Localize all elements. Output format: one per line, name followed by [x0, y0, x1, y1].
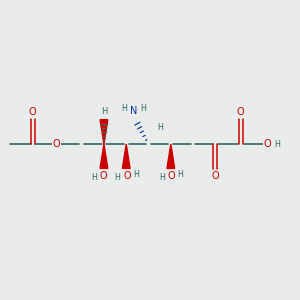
Text: O: O	[168, 172, 175, 182]
Polygon shape	[100, 120, 108, 144]
Text: N: N	[130, 106, 137, 116]
Text: O: O	[237, 107, 244, 117]
Polygon shape	[122, 144, 130, 168]
Text: O: O	[123, 172, 130, 182]
Text: H: H	[274, 140, 280, 148]
Text: H: H	[140, 104, 146, 113]
Text: H: H	[157, 123, 163, 132]
Text: O: O	[29, 107, 36, 117]
Text: H: H	[92, 173, 98, 182]
Text: O: O	[52, 139, 60, 149]
Text: H: H	[159, 173, 165, 182]
Text: O: O	[100, 172, 107, 182]
Text: H: H	[133, 170, 139, 179]
Text: H: H	[177, 170, 183, 179]
Polygon shape	[167, 144, 175, 168]
Text: O: O	[264, 139, 271, 149]
Text: H: H	[121, 104, 127, 113]
Text: O: O	[212, 171, 219, 181]
Polygon shape	[100, 144, 108, 168]
Text: H: H	[101, 107, 107, 116]
Text: H: H	[114, 173, 120, 182]
